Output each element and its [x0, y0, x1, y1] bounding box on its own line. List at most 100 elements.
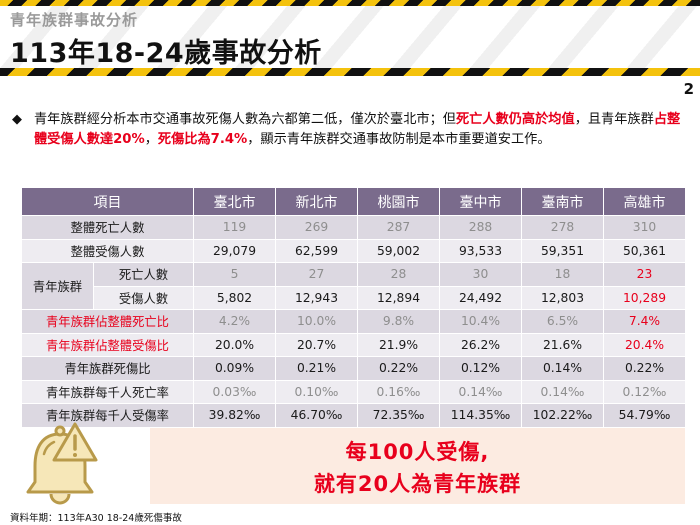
table-cell: 0.22%	[603, 356, 686, 381]
table-cell-highlight: 10,289	[603, 285, 686, 310]
table-cell: 269	[275, 215, 358, 240]
header-background	[0, 0, 700, 74]
section-category: 青年族群事故分析	[10, 11, 139, 29]
page-number: 2	[683, 80, 694, 98]
summary-text: 青年族群經分析本市交通事故死傷人數為六都第二低，僅次於臺北市；但死亡人數仍高於均…	[34, 110, 684, 149]
page-title: 113年18-24歲事故分析	[10, 38, 322, 69]
youth-group-label: 青年族群	[21, 262, 94, 310]
table-cell: 10.4%	[439, 309, 522, 334]
table-cell: 20.7%	[275, 332, 358, 357]
table-cell: 102.22‰	[521, 403, 604, 428]
hazard-stripe-top	[0, 0, 700, 6]
table-cell: 21.9%	[357, 332, 440, 357]
diamond-bullet-icon: ◆	[12, 112, 22, 127]
table-cell: 119	[193, 215, 276, 240]
column-header: 高雄市	[603, 187, 686, 216]
summary-part-4: ，顯示青年族群交通事故防制是本市重要道安工作。	[247, 131, 551, 147]
table-cell: 310	[603, 215, 686, 240]
column-header: 項目	[21, 187, 194, 216]
table-cell: 278	[521, 215, 604, 240]
table-cell: 114.35‰	[439, 403, 522, 428]
table-cell: 10.0%	[275, 309, 358, 334]
table-row: 青年族群佔整體死亡比 4.2% 10.0% 9.8% 10.4% 6.5% 7.…	[21, 309, 686, 334]
warning-bell-icon	[26, 422, 98, 505]
row-label: 青年族群佔整體受傷比	[21, 332, 194, 357]
table-header-row: 項目 臺北市 新北市 桃園市 臺中市 臺南市 高雄市	[21, 187, 686, 216]
table-cell: 93,533	[439, 238, 522, 263]
table-row: 青年族群死傷比 0.09% 0.21% 0.22% 0.12% 0.14% 0.…	[21, 356, 686, 381]
table-row: 受傷人數 5,802 12,943 12,894 24,492 12,803 1…	[22, 285, 686, 310]
row-label: 受傷人數	[93, 285, 194, 310]
table-cell: 62,599	[275, 238, 358, 263]
summary-highlight-2: 占整體受傷人數達20%	[34, 112, 681, 147]
callout-banner: 每100人受傷, 就有20人為青年族群	[150, 428, 685, 504]
table-row: 青年族群佔整體受傷比 20.0% 20.7% 21.9% 26.2% 21.6%…	[21, 332, 686, 357]
table-cell-highlight: 23	[603, 262, 686, 287]
table-cell: 30	[439, 262, 522, 287]
table-cell: 5	[193, 262, 276, 287]
table-cell: 29,079	[193, 238, 276, 263]
summary-highlight-1: 死亡人數仍高於均值	[456, 112, 575, 127]
table-cell: 59,351	[521, 238, 604, 263]
table-cell: 12,943	[275, 285, 358, 310]
summary-paragraph: ◆ 青年族群經分析本市交通事故死傷人數為六都第二低，僅次於臺北市；但死亡人數仍高…	[12, 110, 684, 149]
summary-part-1: 青年族群經分析本市交通事故死傷人數為六都第二低，僅次於臺北市；但	[34, 112, 456, 127]
column-header: 新北市	[275, 187, 358, 216]
table-cell: 0.16‰	[357, 379, 440, 404]
table-cell-highlight: 20.4%	[603, 332, 686, 357]
table-cell-highlight: 7.4%	[603, 309, 686, 334]
column-header: 桃園市	[357, 187, 440, 216]
table-cell: 26.2%	[439, 332, 522, 357]
table-cell: 9.8%	[357, 309, 440, 334]
row-label: 青年族群每千人受傷率	[21, 403, 194, 428]
callout-line-2: 就有20人為青年族群	[313, 472, 522, 496]
statistics-table: 項目 臺北市 新北市 桃園市 臺中市 臺南市 高雄市 整體死亡人數 119 26…	[21, 187, 686, 428]
table-row: 整體死亡人數 119 269 287 288 278 310	[21, 215, 686, 240]
table-cell: 18	[521, 262, 604, 287]
summary-part-2: ，且青年族群	[574, 112, 654, 127]
row-label: 青年族群佔整體死亡比	[21, 309, 194, 334]
row-label: 青年族群每千人死亡率	[21, 379, 194, 404]
table-cell: 0.12%	[439, 356, 522, 381]
column-header: 臺中市	[439, 187, 522, 216]
table-cell: 288	[439, 215, 522, 240]
table-cell: 28	[357, 262, 440, 287]
table-cell: 72.35‰	[357, 403, 440, 428]
table-cell: 0.14%	[521, 356, 604, 381]
table-cell: 0.03‰	[193, 379, 276, 404]
table-cell: 0.22%	[357, 356, 440, 381]
row-label: 整體死亡人數	[21, 215, 194, 240]
table-cell: 0.14‰	[439, 379, 522, 404]
column-header: 臺南市	[521, 187, 604, 216]
table-row: 青年族群每千人死亡率 0.03‰ 0.10‰ 0.16‰ 0.14‰ 0.14‰…	[21, 379, 686, 404]
row-label: 整體受傷人數	[21, 238, 194, 263]
summary-part-3: ，	[144, 131, 158, 147]
column-header: 臺北市	[193, 187, 276, 216]
table-cell: 20.0%	[193, 332, 276, 357]
table-cell: 0.10‰	[275, 379, 358, 404]
table-cell: 12,803	[521, 285, 604, 310]
hazard-stripe-bottom	[0, 68, 700, 76]
table-cell: 50,361	[603, 238, 686, 263]
row-label: 青年族群死傷比	[21, 356, 194, 381]
table-cell: 4.2%	[193, 309, 276, 334]
table-row: 青年族群 死亡人數 5 27 28 30 18 23	[21, 262, 686, 310]
table-cell: 21.6%	[521, 332, 604, 357]
table-cell: 0.09%	[193, 356, 276, 381]
table-cell: 0.12‰	[603, 379, 686, 404]
table-row: 青年族群每千人受傷率 39.82‰ 46.70‰ 72.35‰ 114.35‰ …	[21, 403, 686, 428]
table-cell: 39.82‰	[193, 403, 276, 428]
table-cell: 24,492	[439, 285, 522, 310]
table-cell: 287	[357, 215, 440, 240]
table-cell: 54.79‰	[603, 403, 686, 428]
callout-line-1: 每100人受傷,	[345, 440, 490, 464]
summary-highlight-3: 死傷比為7.4%	[157, 131, 248, 147]
data-source-note: 資料年期：113年A30 18-24歲死傷事故	[10, 513, 182, 524]
table-cell: 0.14‰	[521, 379, 604, 404]
table-cell: 6.5%	[521, 309, 604, 334]
table-cell: 5,802	[193, 285, 276, 310]
table-cell: 27	[275, 262, 358, 287]
table-cell: 59,002	[357, 238, 440, 263]
table-cell: 46.70‰	[275, 403, 358, 428]
row-label: 死亡人數	[93, 262, 194, 287]
